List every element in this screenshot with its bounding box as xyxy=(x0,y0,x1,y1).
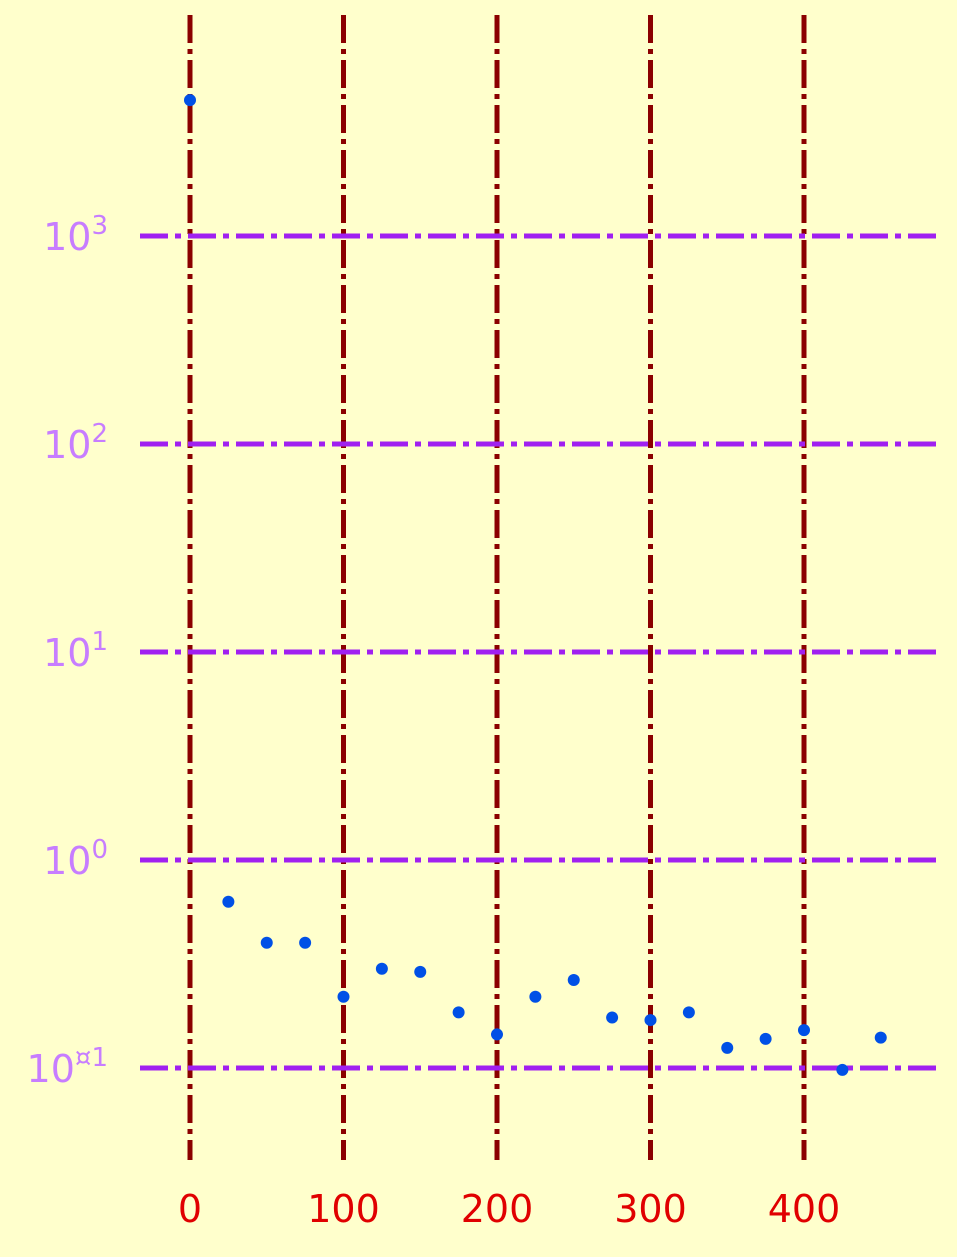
data-point xyxy=(375,962,388,975)
data-point xyxy=(491,1028,503,1041)
y-tick-label: 10¤1 xyxy=(27,1043,108,1091)
data-point xyxy=(337,990,350,1003)
y-tick-labels: 10¤1 100 101 102 103 xyxy=(27,211,108,1091)
x-tick-label: 0 xyxy=(178,1187,202,1231)
x-tick-labels: 0 100 200 300 400 xyxy=(178,1187,840,1231)
data-point xyxy=(606,1011,619,1024)
data-point xyxy=(721,1041,734,1054)
data-point xyxy=(260,936,273,949)
data-point xyxy=(644,1014,657,1027)
x-tick-label: 300 xyxy=(614,1187,687,1231)
x-tick-label: 400 xyxy=(768,1187,841,1231)
y-tick-label: 103 xyxy=(43,211,108,259)
data-points xyxy=(184,94,887,1076)
x-tick-label: 100 xyxy=(307,1187,380,1231)
y-gridlines xyxy=(140,233,942,1071)
data-point xyxy=(414,965,427,978)
data-point xyxy=(222,895,235,908)
data-point xyxy=(529,990,542,1003)
data-point xyxy=(836,1063,849,1076)
data-point xyxy=(798,1024,810,1037)
y-tick-label: 101 xyxy=(43,627,108,675)
data-point xyxy=(184,94,196,107)
y-tick-label: 100 xyxy=(43,835,108,883)
data-point xyxy=(299,936,312,949)
data-point xyxy=(874,1031,887,1044)
data-point xyxy=(759,1032,772,1045)
data-point xyxy=(567,973,580,986)
data-point xyxy=(682,1006,695,1019)
x-tick-label: 200 xyxy=(461,1187,534,1231)
y-tick-label: 102 xyxy=(43,419,108,467)
x-gridlines xyxy=(187,15,807,1160)
data-point xyxy=(452,1006,465,1019)
